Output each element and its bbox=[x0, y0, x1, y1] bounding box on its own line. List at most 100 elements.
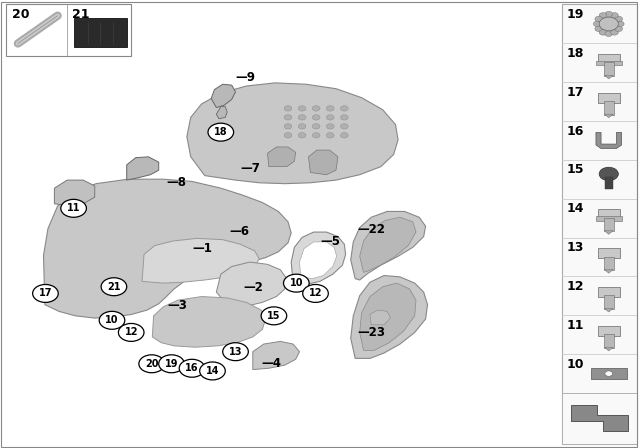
Polygon shape bbox=[604, 308, 613, 312]
Polygon shape bbox=[44, 179, 291, 318]
Text: —8: —8 bbox=[166, 176, 186, 190]
FancyBboxPatch shape bbox=[604, 334, 614, 348]
Polygon shape bbox=[360, 217, 416, 272]
Text: 10: 10 bbox=[289, 278, 303, 288]
Polygon shape bbox=[291, 232, 346, 284]
Circle shape bbox=[200, 362, 225, 380]
Polygon shape bbox=[253, 341, 300, 370]
Text: 20: 20 bbox=[12, 8, 29, 21]
Circle shape bbox=[595, 26, 603, 31]
Circle shape bbox=[599, 30, 607, 35]
Circle shape bbox=[223, 343, 248, 361]
Text: 17: 17 bbox=[567, 86, 584, 99]
Text: 12: 12 bbox=[567, 280, 584, 293]
Polygon shape bbox=[370, 310, 390, 325]
Polygon shape bbox=[604, 347, 613, 351]
Text: —1: —1 bbox=[192, 242, 212, 255]
FancyBboxPatch shape bbox=[604, 295, 614, 309]
Text: 11: 11 bbox=[567, 319, 584, 332]
Text: 13: 13 bbox=[228, 347, 243, 357]
Circle shape bbox=[159, 355, 184, 373]
Text: 10: 10 bbox=[567, 358, 584, 371]
FancyBboxPatch shape bbox=[605, 177, 612, 189]
Polygon shape bbox=[268, 147, 296, 167]
Circle shape bbox=[261, 307, 287, 325]
Polygon shape bbox=[360, 283, 416, 350]
Polygon shape bbox=[604, 231, 613, 234]
Polygon shape bbox=[604, 270, 613, 273]
Polygon shape bbox=[596, 133, 621, 149]
Circle shape bbox=[615, 16, 623, 22]
Circle shape bbox=[593, 21, 601, 26]
Circle shape bbox=[99, 311, 125, 329]
Text: 14: 14 bbox=[205, 366, 220, 376]
FancyBboxPatch shape bbox=[598, 54, 620, 64]
FancyBboxPatch shape bbox=[598, 93, 620, 103]
Polygon shape bbox=[308, 150, 338, 175]
Polygon shape bbox=[604, 114, 613, 118]
Text: 16: 16 bbox=[185, 363, 199, 373]
Text: 13: 13 bbox=[567, 241, 584, 254]
Circle shape bbox=[595, 16, 603, 22]
Circle shape bbox=[340, 133, 348, 138]
FancyBboxPatch shape bbox=[598, 287, 620, 297]
Circle shape bbox=[326, 133, 334, 138]
Text: —22: —22 bbox=[357, 223, 385, 236]
Circle shape bbox=[599, 13, 607, 18]
Polygon shape bbox=[187, 83, 398, 184]
Circle shape bbox=[605, 11, 612, 17]
Text: 12: 12 bbox=[308, 289, 323, 298]
Circle shape bbox=[605, 371, 612, 376]
Text: 11: 11 bbox=[67, 203, 81, 213]
Circle shape bbox=[284, 124, 292, 129]
Text: 19: 19 bbox=[567, 8, 584, 21]
Text: —4: —4 bbox=[261, 357, 281, 370]
Text: —3: —3 bbox=[168, 299, 188, 312]
Polygon shape bbox=[211, 84, 236, 108]
FancyBboxPatch shape bbox=[596, 61, 621, 65]
Text: 18: 18 bbox=[567, 47, 584, 60]
Text: 19: 19 bbox=[164, 359, 179, 369]
Circle shape bbox=[326, 124, 334, 129]
FancyBboxPatch shape bbox=[604, 257, 614, 270]
Circle shape bbox=[298, 133, 306, 138]
Text: —6: —6 bbox=[229, 225, 249, 238]
Polygon shape bbox=[300, 242, 337, 279]
Circle shape bbox=[284, 106, 292, 111]
Circle shape bbox=[312, 115, 320, 120]
Polygon shape bbox=[127, 157, 159, 180]
FancyBboxPatch shape bbox=[604, 101, 614, 115]
Text: —7: —7 bbox=[240, 161, 260, 175]
Polygon shape bbox=[351, 276, 428, 358]
Circle shape bbox=[312, 106, 320, 111]
Text: —2: —2 bbox=[243, 281, 263, 294]
Circle shape bbox=[284, 274, 309, 292]
Text: 18: 18 bbox=[214, 127, 228, 137]
Polygon shape bbox=[216, 107, 227, 119]
Text: —5: —5 bbox=[320, 235, 340, 249]
Circle shape bbox=[33, 284, 58, 302]
Circle shape bbox=[326, 106, 334, 111]
Text: 21: 21 bbox=[107, 282, 121, 292]
Circle shape bbox=[326, 115, 334, 120]
Circle shape bbox=[208, 123, 234, 141]
Circle shape bbox=[340, 115, 348, 120]
Text: 15: 15 bbox=[267, 311, 281, 321]
Text: 21: 21 bbox=[72, 8, 90, 21]
Polygon shape bbox=[142, 238, 259, 283]
FancyBboxPatch shape bbox=[604, 218, 614, 231]
Text: 20: 20 bbox=[145, 359, 159, 369]
Circle shape bbox=[312, 133, 320, 138]
Circle shape bbox=[611, 30, 618, 35]
Circle shape bbox=[615, 26, 623, 31]
Text: 15: 15 bbox=[567, 164, 584, 177]
Text: 16: 16 bbox=[567, 125, 584, 138]
Circle shape bbox=[340, 124, 348, 129]
Circle shape bbox=[599, 17, 618, 30]
Bar bbox=[6, 4, 131, 56]
Circle shape bbox=[340, 106, 348, 111]
Circle shape bbox=[61, 199, 86, 217]
Circle shape bbox=[298, 106, 306, 111]
Text: 14: 14 bbox=[567, 202, 584, 215]
Text: 10: 10 bbox=[105, 315, 119, 325]
